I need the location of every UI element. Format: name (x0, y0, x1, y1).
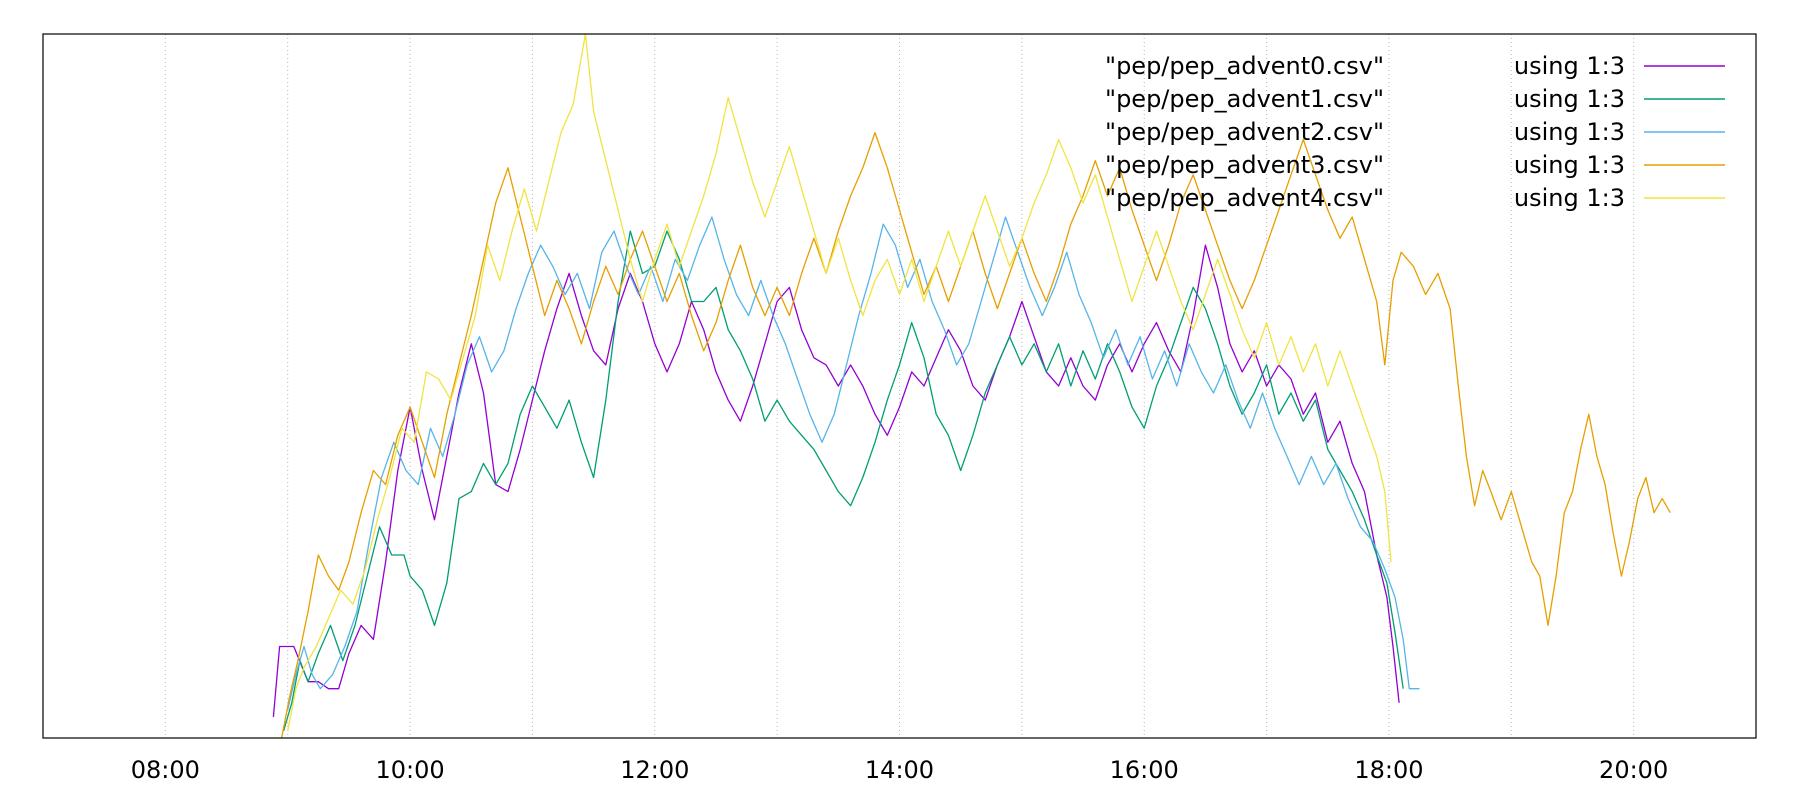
legend-series-using: using 1:3 (1514, 85, 1625, 113)
series-line-2 (287, 216, 1420, 710)
legend-series-name: "pep/pep_advent0.csv" (1105, 52, 1384, 80)
x-axis: 08:00 10:00 12:00 14:00 16:00 18:00 20:00 (131, 756, 1668, 784)
legend: "pep/pep_advent0.csv" using 1:3"pep/pep_a… (1105, 52, 1725, 212)
series-line-1 (282, 230, 1404, 732)
x-tick-label: 10:00 (375, 756, 444, 784)
series-line-0 (272, 244, 1400, 717)
legend-series-name: "pep/pep_advent2.csv" (1105, 118, 1384, 146)
x-tick-label: 18:00 (1354, 756, 1423, 784)
legend-series-name: "pep/pep_advent1.csv" (1105, 85, 1384, 113)
series-lines (272, 33, 1671, 739)
grid-lines (164, 34, 1635, 738)
legend-series-name: "pep/pep_advent3.csv" (1105, 151, 1384, 179)
x-tick-label: 12:00 (620, 756, 689, 784)
x-tick-label: 20:00 (1599, 756, 1668, 784)
legend-series-using: using 1:3 (1514, 151, 1625, 179)
x-tick-label: 14:00 (865, 756, 934, 784)
legend-series-name: "pep/pep_advent4.csv" (1105, 184, 1384, 212)
x-tick-label: 16:00 (1110, 756, 1179, 784)
x-tick-label: 08:00 (131, 756, 200, 784)
legend-series-using: using 1:3 (1514, 184, 1625, 212)
legend-series-using: using 1:3 (1514, 52, 1625, 80)
legend-series-using: using 1:3 (1514, 118, 1625, 146)
series-line-4 (287, 33, 1392, 732)
plot-frame (42, 33, 1757, 739)
